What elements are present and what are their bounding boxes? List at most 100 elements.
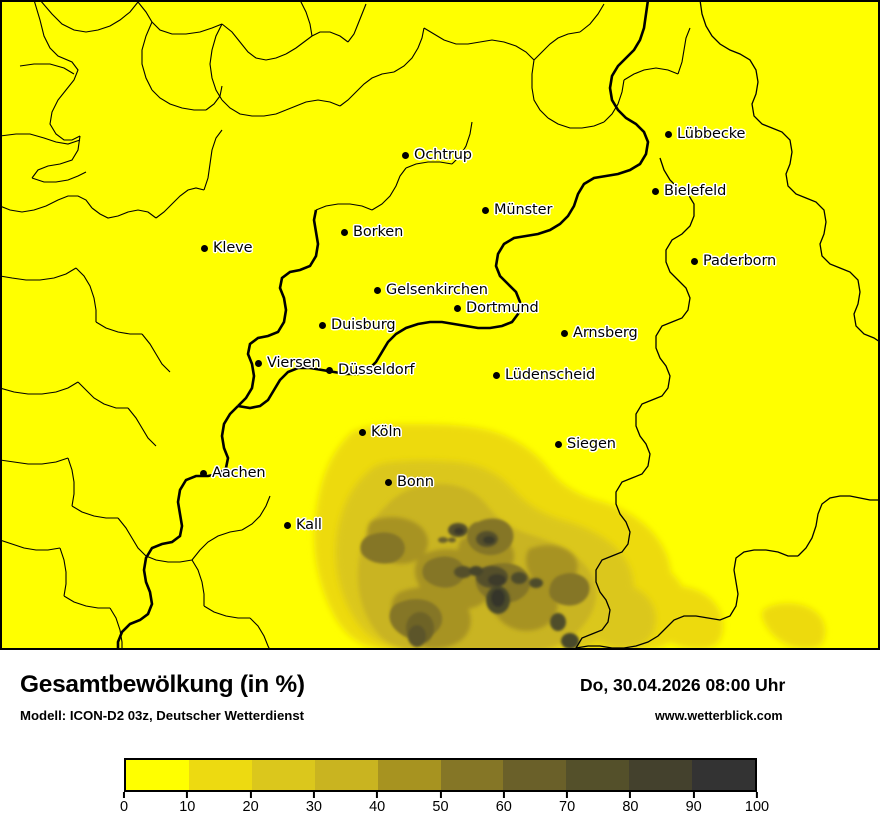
city-marker[interactable]: Paderborn — [691, 253, 776, 269]
city-label: Gelsenkirchen — [386, 282, 488, 298]
tick-label: 80 — [622, 799, 639, 815]
city-dot-icon — [493, 371, 500, 379]
city-label: Aachen — [212, 465, 266, 481]
tick-line — [566, 792, 569, 798]
model-subtitle: Modell: ICON-D2 03z, Deutscher Wetterdie… — [20, 708, 305, 723]
administrative-borders — [0, 0, 880, 650]
city-dot-icon — [319, 321, 326, 329]
colorbar-ticks: 0 10 20 30 40 50 60 70 80 90 100 — [120, 792, 769, 822]
city-label: Köln — [371, 424, 402, 440]
colorbar-swatch — [692, 760, 756, 790]
colorbar-tick: 60 — [496, 792, 512, 815]
city-dot-icon — [341, 228, 348, 236]
tick-label: 30 — [305, 799, 322, 815]
tick-label: 20 — [242, 799, 259, 815]
city-dot-icon — [402, 151, 409, 159]
colorbar[interactable] — [124, 758, 757, 792]
city-marker[interactable]: Münster — [482, 202, 552, 218]
colorbar-swatch — [377, 760, 441, 790]
city-marker[interactable]: Siegen — [555, 436, 616, 452]
colorbar-tick: 40 — [369, 792, 385, 815]
colorbar-tick: 70 — [559, 792, 575, 815]
city-dot-icon — [326, 366, 333, 374]
tick-label: 50 — [432, 799, 449, 815]
tick-line — [249, 792, 252, 798]
city-label: Lübbecke — [677, 126, 746, 142]
colorbar-tick: 30 — [306, 792, 322, 815]
colorbar-tick: 10 — [179, 792, 195, 815]
colorbar-swatch — [126, 760, 189, 790]
tick-label: 60 — [495, 799, 512, 815]
tick-line — [755, 792, 758, 798]
city-label: Kall — [296, 517, 322, 533]
colorbar-swatch — [188, 760, 252, 790]
city-marker[interactable]: Köln — [359, 424, 402, 440]
city-label: Düsseldorf — [338, 362, 415, 378]
city-dot-icon — [359, 428, 366, 436]
cloud-cover-field — [313, 424, 826, 650]
page-title: Gesamtbewölkung (in %) — [20, 671, 305, 698]
city-label: Viersen — [267, 355, 321, 371]
website-url: www.wetterblick.com — [655, 709, 783, 723]
city-dot-icon — [284, 521, 291, 529]
city-label: Bielefeld — [664, 183, 727, 199]
valid-datetime: Do, 30.04.2026 08:00 Uhr — [580, 675, 786, 695]
city-dot-icon — [482, 206, 489, 214]
colorbar-tick: 80 — [622, 792, 638, 815]
city-dot-icon — [201, 244, 208, 252]
city-marker[interactable]: Viersen — [255, 355, 321, 371]
tick-line — [439, 792, 442, 798]
city-marker[interactable]: Borken — [341, 224, 403, 240]
city-marker[interactable]: Bielefeld — [652, 183, 726, 199]
city-label: Duisburg — [331, 317, 396, 333]
city-label: Bonn — [397, 474, 434, 490]
city-label: Paderborn — [703, 253, 777, 269]
city-marker[interactable]: Kleve — [201, 240, 253, 256]
legend-footer: Gesamtbewölkung (in %) Modell: ICON-D2 0… — [0, 650, 880, 830]
city-label: Dortmund — [466, 300, 539, 316]
tick-line — [376, 792, 379, 798]
city-marker[interactable]: Aachen — [200, 465, 266, 481]
colorbar-swatch — [629, 760, 693, 790]
tick-line — [122, 792, 125, 798]
map-canvas[interactable]: Lübbecke Ochtrup Bielefeld Münster Borken Kle… — [0, 0, 880, 650]
city-dot-icon — [561, 329, 568, 337]
city-dot-icon — [255, 359, 262, 367]
tick-line — [186, 792, 189, 798]
city-label: Siegen — [567, 436, 616, 452]
city-dot-icon — [665, 130, 672, 138]
city-label: Lüdenscheid — [505, 367, 596, 383]
city-marker[interactable]: Duisburg — [319, 317, 396, 333]
city-marker[interactable]: Düsseldorf — [326, 362, 415, 378]
city-label: Kleve — [213, 240, 253, 256]
city-dot-icon — [652, 187, 659, 195]
city-marker[interactable]: Arnsberg — [561, 325, 638, 341]
tick-label: 40 — [369, 799, 386, 815]
tick-label: 90 — [685, 799, 702, 815]
city-label: Münster — [494, 202, 553, 218]
city-marker[interactable]: Lüdenscheid — [493, 367, 595, 383]
colorbar-swatch — [503, 760, 567, 790]
city-dot-icon — [385, 478, 392, 486]
tick-line — [312, 792, 315, 798]
tick-line — [629, 792, 632, 798]
tick-label: 70 — [559, 799, 576, 815]
colorbar-tick: 0 — [120, 792, 128, 815]
colorbar-swatch — [314, 760, 378, 790]
colorbar-tick: 50 — [432, 792, 449, 815]
city-dot-icon — [374, 286, 381, 294]
city-marker[interactable]: Bonn — [385, 474, 434, 490]
city-label: Ochtrup — [414, 147, 472, 163]
city-dot-icon — [454, 304, 461, 312]
city-label: Borken — [353, 224, 404, 240]
tick-label: 10 — [179, 799, 196, 815]
city-marker[interactable]: Dortmund — [454, 300, 539, 316]
city-marker[interactable]: Gelsenkirchen — [374, 282, 488, 298]
city-marker[interactable]: Ochtrup — [402, 147, 472, 163]
city-marker[interactable]: Lübbecke — [665, 126, 745, 142]
city-marker[interactable]: Kall — [284, 517, 322, 533]
tick-label: 100 — [744, 799, 770, 815]
city-dot-icon — [555, 440, 562, 448]
colorbar-swatch — [251, 760, 315, 790]
